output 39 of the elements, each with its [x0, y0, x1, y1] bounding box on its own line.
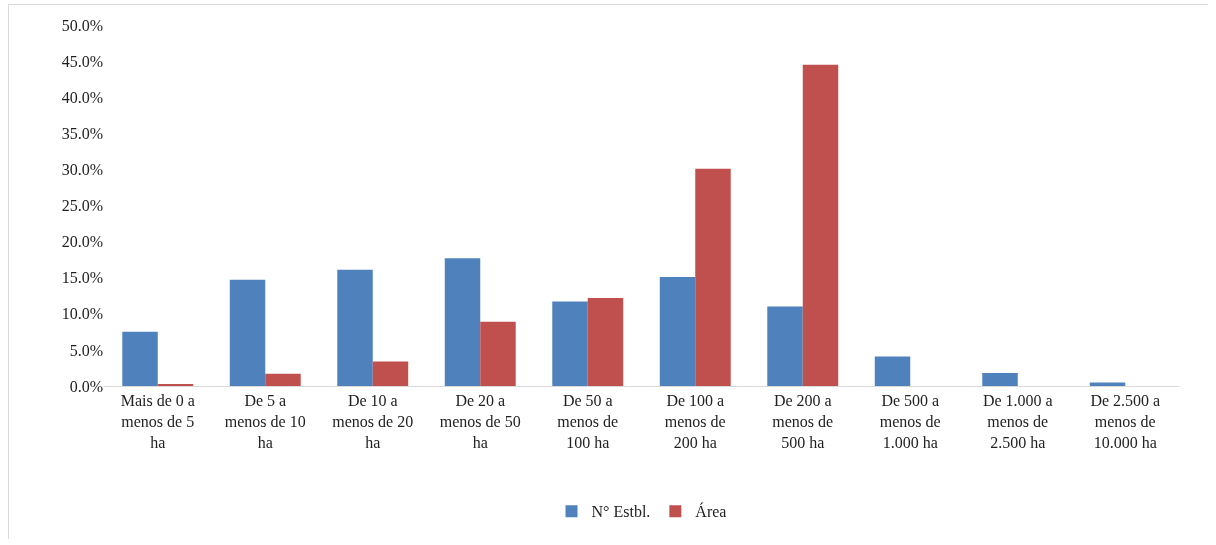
bar — [695, 168, 731, 386]
bar — [587, 297, 624, 386]
x-tick-label: De 200 a menos de 500 ha — [772, 392, 834, 451]
bar — [874, 356, 911, 386]
bar — [444, 258, 481, 386]
x-tick-label: De 100 a menos de 200 ha — [664, 392, 726, 451]
x-tick-label: De 1.000 a menos de 2.500 ha — [982, 392, 1053, 451]
bar — [982, 373, 1018, 386]
bar — [767, 306, 803, 386]
y-tick-label: 10.0% — [61, 305, 103, 323]
x-tick-label: De 20 a menos de 50 ha — [439, 392, 521, 451]
y-tick-label: 40.0% — [61, 88, 103, 106]
y-tick-label: 35.0% — [61, 124, 103, 142]
x-tick-label: De 500 a menos de 1.000 ha — [879, 392, 941, 451]
y-tick-label: 0.0% — [69, 377, 103, 395]
bar — [659, 276, 696, 386]
bar — [480, 321, 516, 386]
bar — [1089, 382, 1126, 386]
x-tick-label: Mais de 0 a menos de 5 ha — [120, 392, 195, 451]
bar — [265, 373, 301, 386]
bar — [802, 64, 839, 386]
x-tick-label: De 2.500 a menos de 10.000 ha — [1090, 392, 1161, 451]
y-tick-label: 45.0% — [61, 52, 103, 70]
y-tick-label: 25.0% — [61, 197, 103, 215]
bar — [229, 279, 266, 386]
y-tick-label: 50.0% — [61, 16, 103, 34]
y-tick-label: 30.0% — [61, 161, 103, 178]
y-tick-label: 15.0% — [61, 269, 103, 287]
bar — [552, 301, 588, 386]
x-tick-label: De 10 a menos de 20 ha — [332, 392, 414, 451]
y-tick-label: 5.0% — [69, 341, 103, 359]
legend-label: N° Estbl. — [591, 503, 651, 521]
bar — [122, 331, 158, 386]
bar — [337, 269, 373, 386]
y-tick-label: 20.0% — [61, 233, 103, 251]
bar — [372, 361, 409, 386]
x-tick-label: De 5 a menos de 10 ha — [224, 392, 306, 451]
x-tick-label: De 50 a menos de 100 ha — [557, 392, 619, 451]
legend-label: Área — [695, 502, 727, 521]
